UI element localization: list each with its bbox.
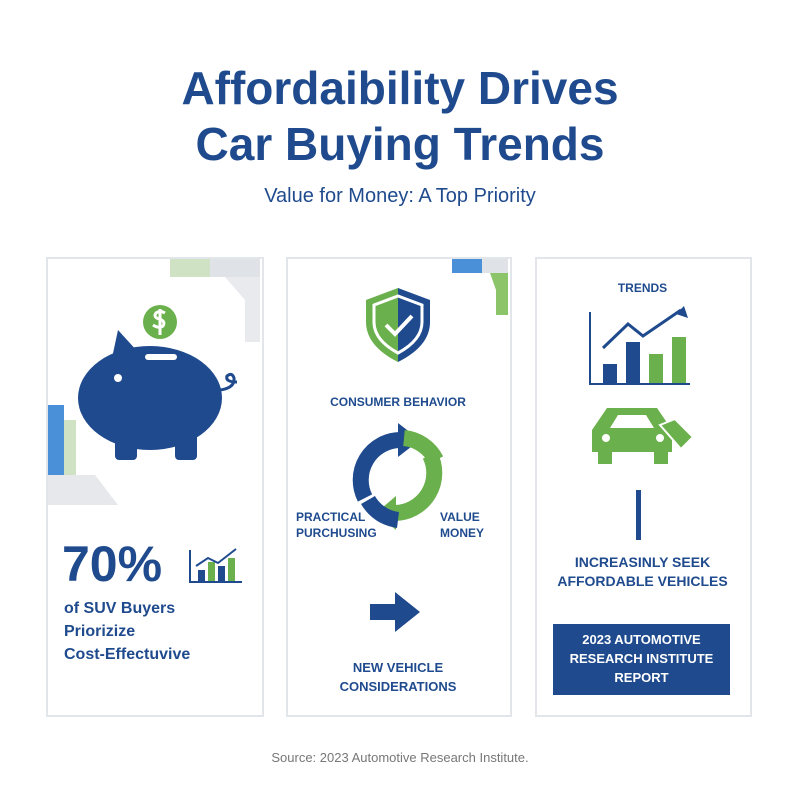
stat: 70%: [62, 536, 163, 592]
cycle-label: VALUE: [440, 510, 480, 524]
cycle-label: PURCHUSING: [296, 526, 377, 540]
title-line: Affordaibility Drives: [181, 62, 619, 114]
stat-text: of SUV Buyers: [64, 600, 176, 617]
source: Source: 2023 Automotive Research Institu…: [271, 750, 529, 765]
report-text: 2023 AUTOMOTIVE: [582, 632, 701, 647]
footer-text: CONSIDERATIONS: [339, 679, 457, 694]
trend-text: INCREASINLY SEEK: [574, 554, 711, 570]
heading: TRENDS: [617, 281, 668, 295]
report-text: RESEARCH INSTITUTE: [569, 651, 714, 666]
stat-text: Priorizize: [64, 623, 136, 640]
heading: CONSUMER BEHAVIOR: [330, 395, 466, 409]
footer-text: NEW VEHICLE: [352, 660, 444, 675]
report-text: REPORT: [614, 670, 669, 685]
cycle-label: PRACTICAL: [296, 510, 366, 524]
cycle-label: MONEY: [440, 526, 485, 540]
title-line: Car Buying Trends: [195, 118, 605, 170]
trend-text: AFFORDABLE VEHICLES: [557, 573, 728, 589]
stat-text: Cost-Effectuvive: [64, 646, 191, 663]
subtitle: Value for Money: A Top Priority: [264, 185, 536, 207]
